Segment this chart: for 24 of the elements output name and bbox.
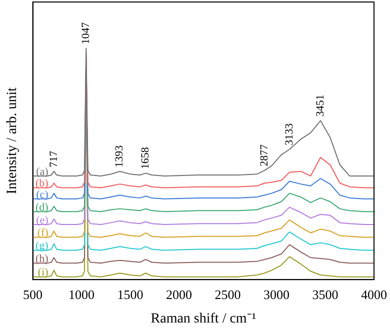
x-tick-label: 1500 (117, 286, 144, 302)
x-tick-label: 2500 (214, 286, 241, 302)
annotation: 1658 (140, 146, 152, 170)
series-label: (g) (35, 240, 49, 252)
annotation: 2877 (258, 144, 270, 166)
annotation: 1393 (114, 144, 126, 168)
x-tick-label: 2000 (166, 286, 192, 302)
x-tick-label: 1000 (68, 286, 95, 302)
x-axis-title: Raman shift / cm⁻¹ (150, 311, 256, 326)
x-tick-label: 4000 (361, 286, 387, 302)
series-label: (c) (36, 188, 49, 201)
series-label: (f) (37, 227, 49, 240)
annotation: 3133 (283, 122, 296, 146)
x-tick-label: 3500 (312, 286, 338, 302)
annotation: 1047 (80, 22, 92, 44)
x-tick-label: 3000 (264, 286, 290, 302)
series-label: (d) (35, 201, 49, 214)
annotation: 717 (48, 150, 60, 168)
y-axis-title: Intensity / arb. unit (5, 87, 20, 194)
series-label: (h) (35, 253, 49, 266)
annotation: 3451 (314, 94, 326, 117)
series-label: (b) (35, 178, 49, 190)
series-label: (i) (38, 266, 49, 279)
x-tick-label: 500 (23, 286, 43, 302)
